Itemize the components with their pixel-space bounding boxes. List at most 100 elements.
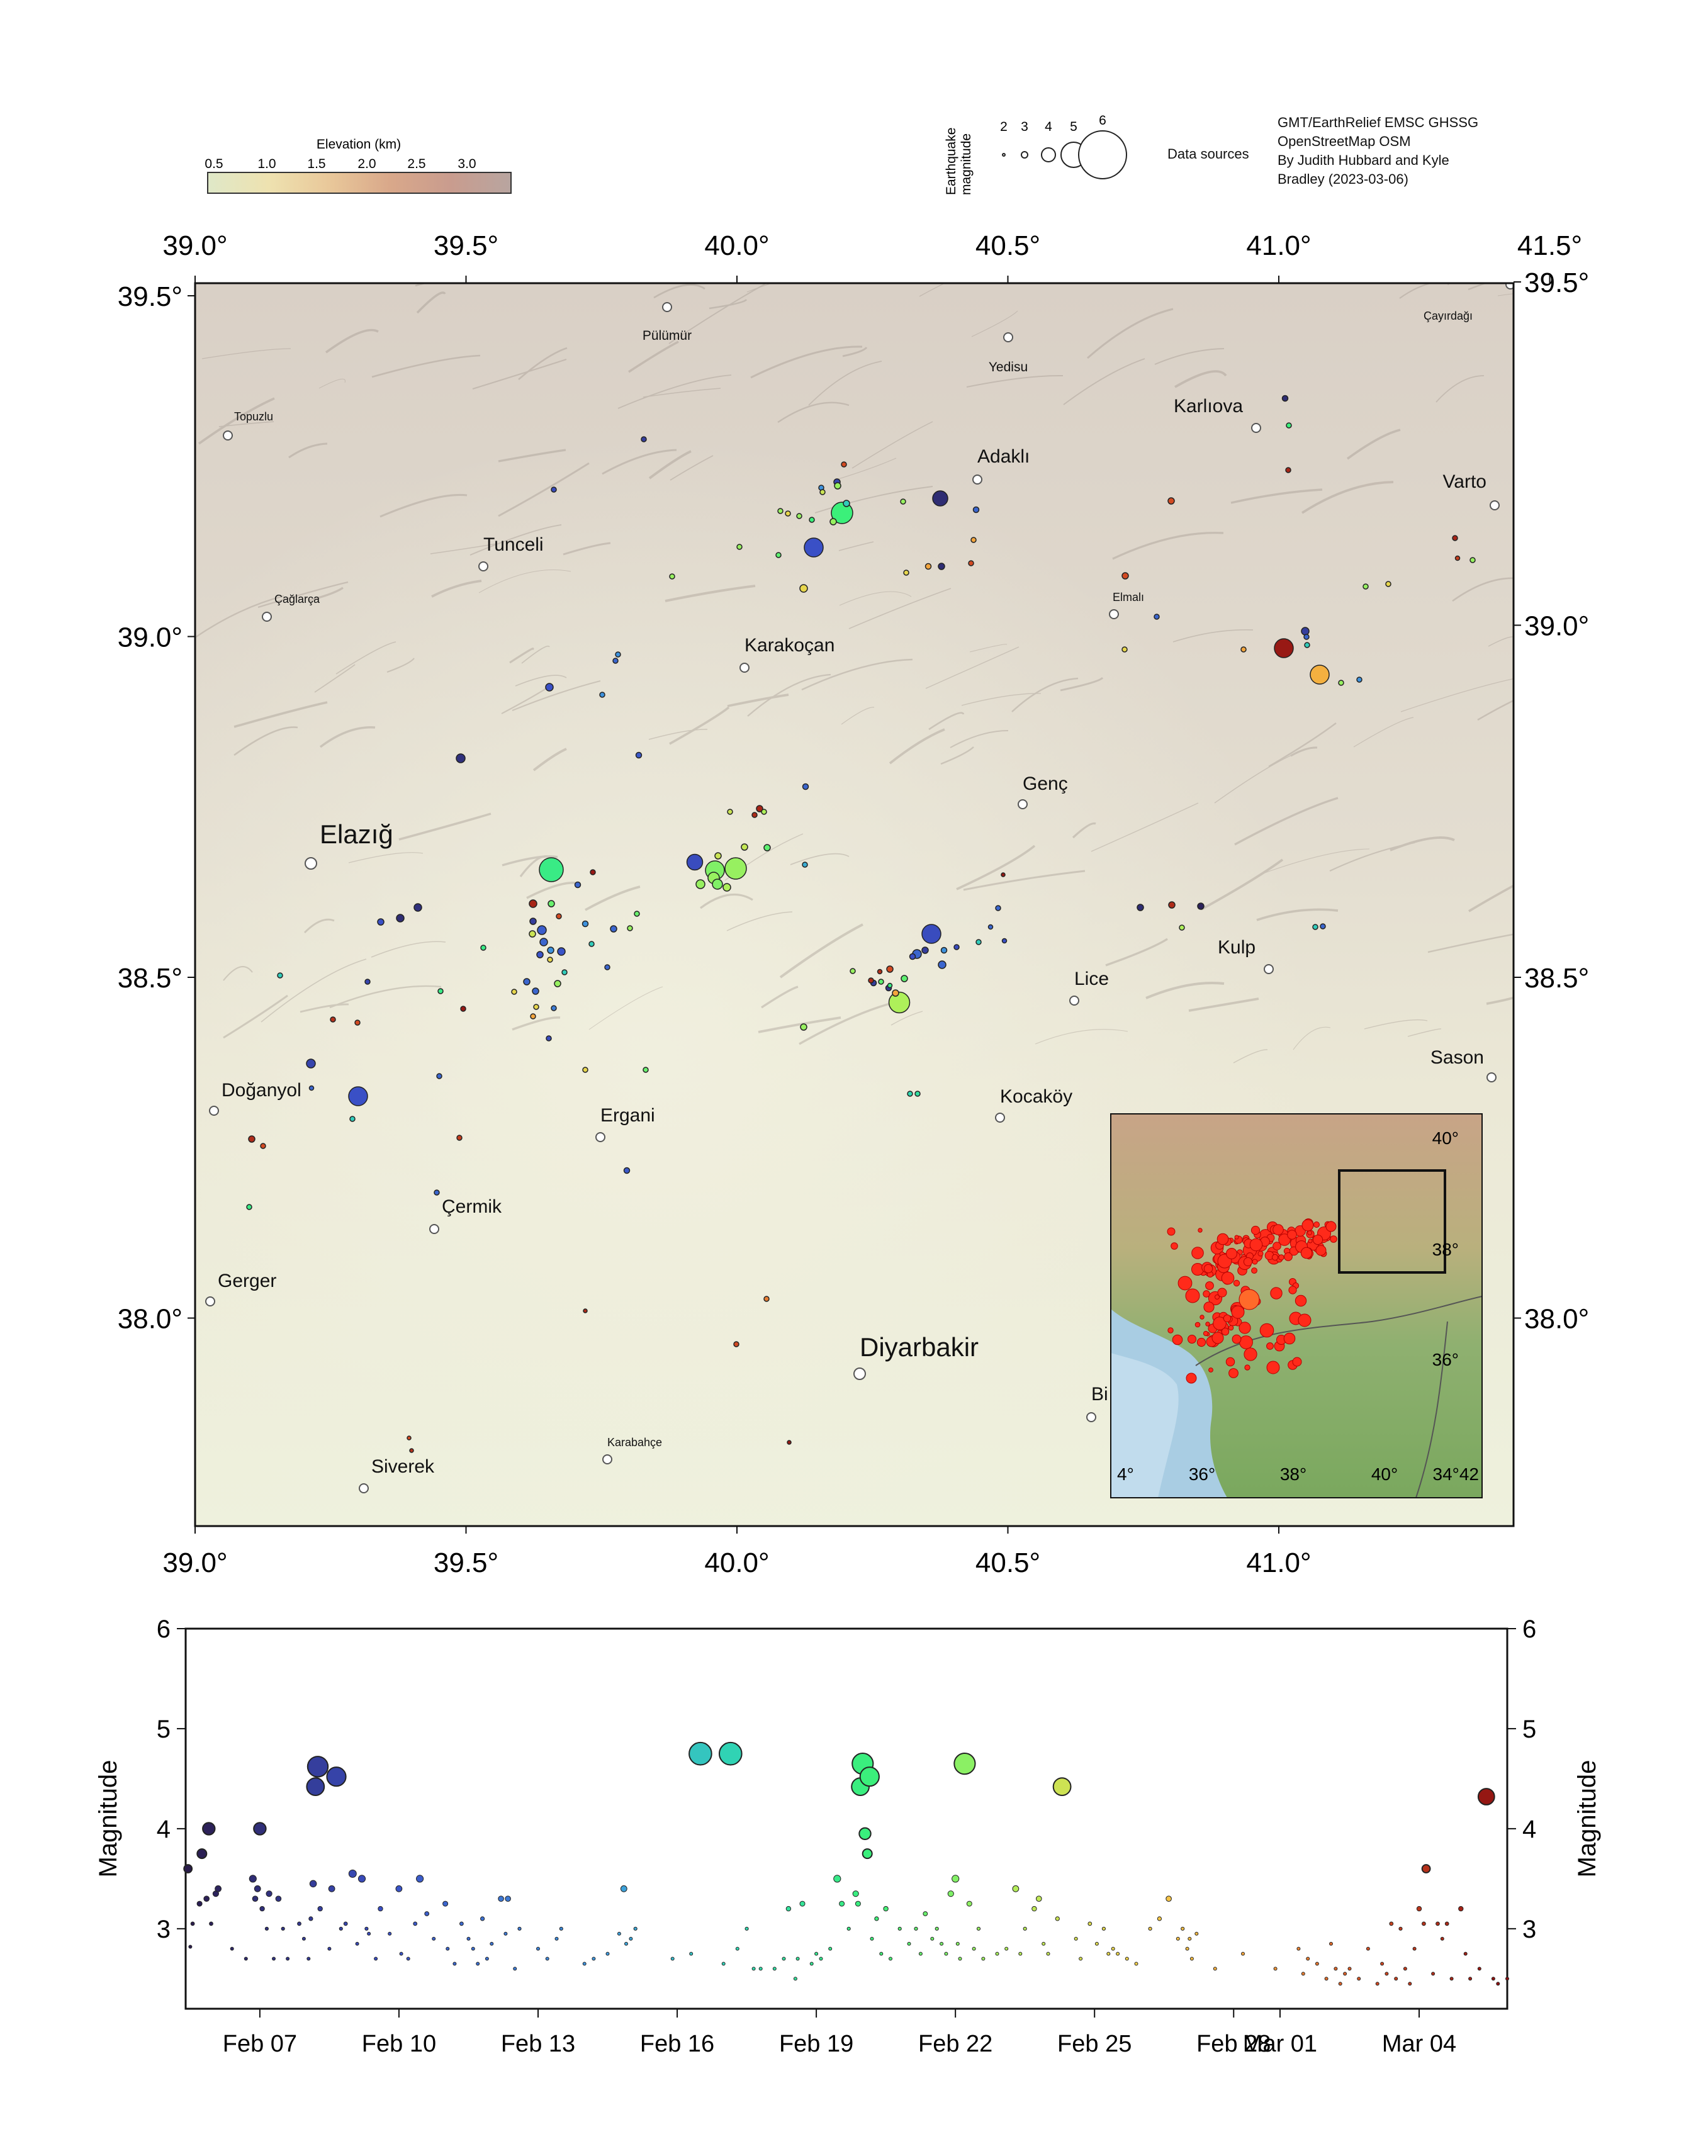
lon-tick-bottom: 41.0° (1246, 1547, 1311, 1578)
chart-point (1496, 1982, 1500, 1986)
chart-point (1347, 1967, 1352, 1971)
city-marker: Yedisu (989, 332, 1028, 374)
chart-point (958, 1957, 962, 1961)
elevation-tick-label: 1.0 (257, 157, 276, 171)
chart-xtick-label: Feb 16 (640, 2031, 714, 2057)
earthquake-marker (714, 852, 722, 860)
city-label: Çağlarça (274, 593, 320, 605)
earthquake-marker (537, 925, 547, 935)
magnitude-legend-circle (1021, 151, 1028, 159)
chart-point (944, 1951, 948, 1956)
lon-tick-bottom: 39.5° (434, 1547, 498, 1578)
inset-earthquake-marker (1186, 1373, 1197, 1384)
earthquake-marker (888, 991, 911, 1014)
earthquake-marker (777, 508, 784, 514)
earthquake-marker (878, 979, 884, 985)
city-marker: Diyarbakir (853, 1332, 979, 1380)
earthquake-marker (892, 989, 899, 997)
chart-point (795, 1957, 800, 1961)
chart-point (1157, 1916, 1162, 1921)
magnitude-legend-label: 5 (1070, 120, 1077, 134)
earthquake-marker (914, 1091, 921, 1097)
inset-earthquake-marker (1203, 1301, 1215, 1313)
inset-lon-label: 40° (1371, 1464, 1398, 1484)
earthquake-marker (724, 857, 747, 880)
earthquake-marker (364, 979, 371, 985)
chart-point (1188, 1936, 1192, 1941)
earthquake-marker (763, 844, 771, 851)
chart-point (202, 1822, 216, 1836)
chart-point (1125, 1957, 1129, 1961)
chart-point (367, 1931, 371, 1936)
chart-point (1111, 1946, 1115, 1951)
earthquake-marker (804, 537, 824, 558)
chart-point (721, 1962, 726, 1966)
inset-earthquake-marker (1300, 1247, 1313, 1259)
earthquake-marker (1001, 938, 1008, 944)
chart-point (306, 1777, 325, 1797)
chart-point (874, 1916, 879, 1921)
chart-point (870, 1936, 874, 1941)
chart-point (629, 1936, 633, 1941)
inset-lon-label: 38° (1280, 1464, 1306, 1484)
earthquake-marker (850, 968, 856, 974)
chart-point (1079, 1957, 1083, 1961)
chart-point (513, 1967, 517, 1971)
chart-point (1134, 1962, 1138, 1966)
earthquake-marker (938, 563, 945, 570)
chart-point (471, 1946, 475, 1951)
inset-earthquake-marker (1243, 1257, 1253, 1267)
chart-point (1273, 1967, 1278, 1971)
chart-point (1036, 1895, 1042, 1902)
chart-point (357, 1875, 366, 1883)
chart-point (1412, 1946, 1417, 1951)
inset-earthquake-marker (1249, 1238, 1263, 1252)
chart-ylabel-left: Magnitude (94, 1760, 122, 1878)
inset-lon-label: 4° (1117, 1464, 1134, 1484)
chart-point (281, 1926, 285, 1931)
chart-point (559, 1926, 563, 1931)
chart-point (862, 1848, 873, 1860)
earthquake-marker (953, 944, 960, 950)
chart-ylabel-right: Magnitude (1573, 1760, 1601, 1878)
city-marker: Elmalı (1109, 591, 1144, 619)
earthquake-marker (1452, 535, 1458, 541)
inset-earthquake-marker (1239, 1335, 1253, 1349)
lon-tick-top: 39.5° (434, 230, 498, 261)
chart-point (897, 1926, 902, 1931)
magnitude-legend-circle (1002, 153, 1006, 157)
chart-point (266, 1890, 272, 1897)
earthquake-marker (583, 1308, 588, 1313)
earthquake-marker (669, 573, 675, 580)
chart-point (1018, 1951, 1023, 1956)
earthquake-marker (787, 1440, 792, 1445)
earthquake-marker (539, 857, 564, 882)
earthquake-marker (460, 1006, 466, 1012)
magnitude-legend-title-1: Earthquake (944, 128, 958, 195)
magnitude-timeline-chart: 3 3 4 4 5 5 6 6 Feb 07 Feb 10 Feb 13 Feb 16 Feb 19 Fe… (94, 1615, 1601, 2057)
inset-earthquake-marker (1313, 1221, 1320, 1228)
inset-earthquake-marker (1232, 1334, 1242, 1344)
inset-lat-label: 36° (1432, 1350, 1459, 1369)
earthquake-marker (349, 1116, 356, 1122)
earthquake-marker (434, 1189, 440, 1196)
city-label: Kulp (1218, 937, 1256, 958)
earthquake-marker (590, 869, 596, 875)
chart-point (1181, 1926, 1185, 1931)
earthquake-marker (921, 924, 941, 944)
chart-point (907, 1941, 911, 1946)
inset-lat-label: 40° (1432, 1128, 1459, 1148)
earthquake-marker (330, 1016, 336, 1023)
earthquake-marker (248, 1135, 256, 1143)
city-label: Siverek (371, 1456, 435, 1477)
inset-earthquake-marker (1194, 1322, 1201, 1328)
elevation-legend-title: Elevation (km) (317, 137, 401, 152)
earthquake-marker (843, 500, 850, 507)
inset-earthquake-marker (1225, 1357, 1235, 1367)
city-label: Karlıova (1174, 396, 1243, 417)
inset-earthquake-marker (1259, 1323, 1274, 1338)
chart-point (719, 1741, 743, 1766)
earthquake-marker (1312, 924, 1318, 930)
earthquake-marker (938, 960, 947, 969)
inset-earthquake-marker (1330, 1235, 1337, 1243)
